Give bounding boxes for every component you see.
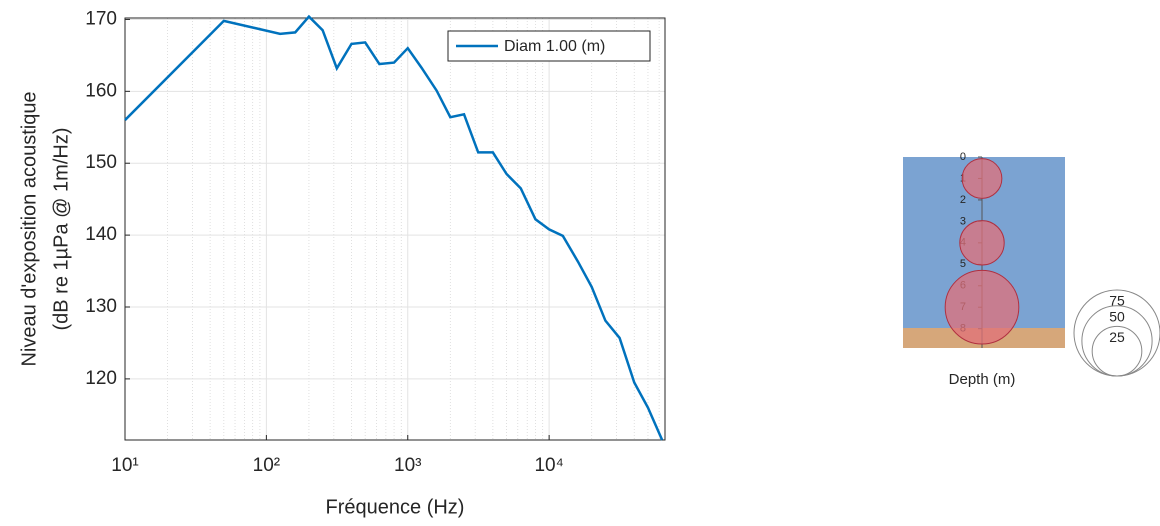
legend-label: Diam 1.00 (m): [504, 38, 605, 55]
y-tick-label: 5: [960, 258, 966, 270]
x-tick-label: 10⁴: [534, 455, 563, 476]
y-tick-label: 140: [85, 224, 117, 245]
bubble: [959, 220, 1005, 266]
plot-area: [125, 18, 665, 440]
y-axis-label: Niveau d'exposition acoustique: [18, 91, 40, 366]
y-tick-label: 150: [85, 152, 117, 173]
x-tick-label: 10²: [253, 455, 280, 476]
size-legend-label: 75: [1109, 293, 1125, 309]
y-tick-label: 120: [85, 368, 117, 389]
y-tick-label: 160: [85, 80, 117, 101]
x-axis-label: Fréquence (Hz): [326, 496, 465, 518]
y-tick-label: 2: [960, 194, 966, 206]
x-tick-label: 10¹: [111, 455, 138, 476]
size-legend-circle: [1091, 325, 1143, 377]
x-axis-label: Depth (m): [949, 371, 1016, 388]
bubble: [961, 158, 1003, 199]
y-axis-label: (dB re 1µPa @ 1m/Hz): [50, 128, 72, 331]
bubble: [944, 269, 1020, 345]
x-tick-label: 10³: [394, 455, 421, 476]
size-legend-label: 50: [1109, 308, 1125, 324]
y-tick-label: 0: [960, 151, 966, 163]
y-tick-label: 130: [85, 296, 117, 317]
size-legend-label: 25: [1109, 329, 1125, 345]
y-tick-label: 3: [960, 215, 966, 227]
data-line: [124, 14, 664, 441]
y-tick-label: 170: [85, 8, 117, 29]
plot-frame: [124, 17, 666, 441]
